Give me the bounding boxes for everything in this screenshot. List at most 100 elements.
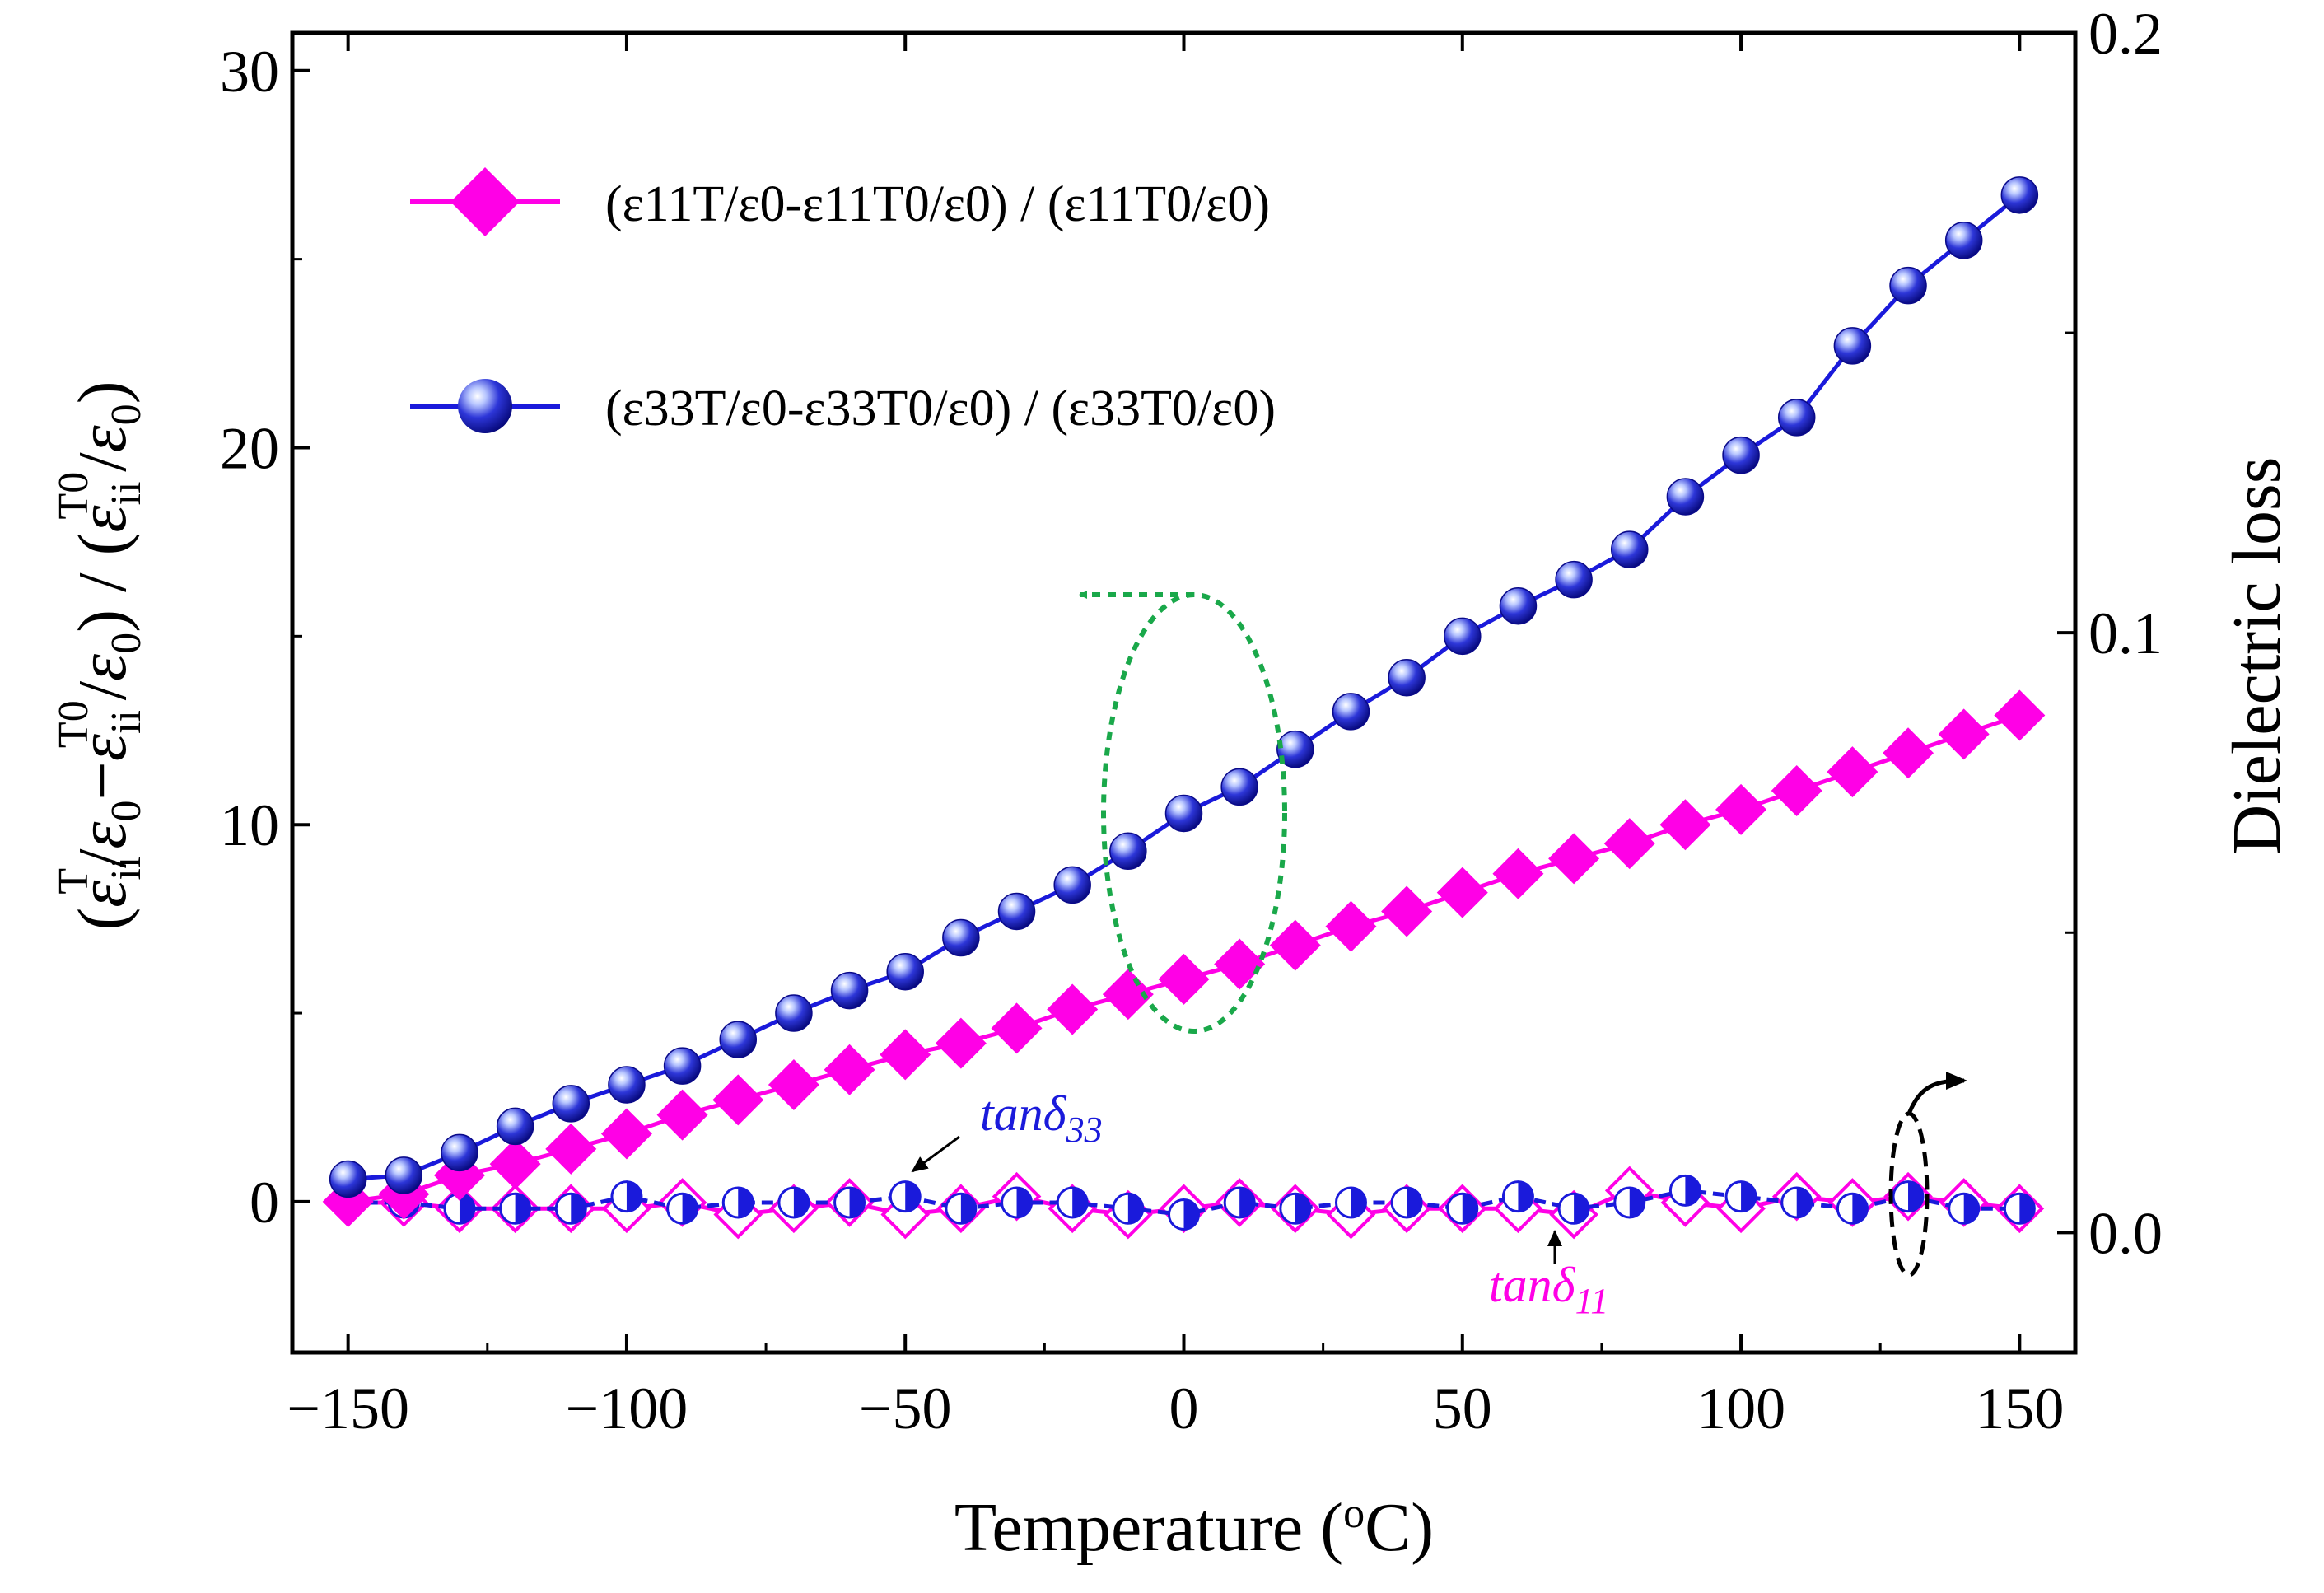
data-point-diamond: [489, 1138, 541, 1190]
left-axis-indicator: [1079, 591, 1287, 1034]
data-point-sphere: [1833, 327, 1872, 365]
data-point-diamond: [1548, 833, 1600, 885]
y-left-tick-label: 30: [220, 39, 279, 105]
data-point-half-fill: [682, 1194, 698, 1224]
data-point-diamond: [991, 1002, 1043, 1054]
data-point-diamond: [1269, 919, 1321, 971]
data-point-half-fill: [1072, 1187, 1088, 1217]
data-point-sphere: [608, 1066, 646, 1104]
data-point-sphere: [385, 1156, 423, 1194]
series-layer: [322, 176, 2046, 1240]
data-point-half-fill: [738, 1187, 754, 1217]
legend-label-e33: (ε33T/ε0-ε33T0/ε0) / (ε33T0/ε0): [605, 381, 1276, 437]
legend-marker-sphere: [458, 379, 512, 433]
data-point-diamond: [1381, 885, 1433, 937]
data-point-half-fill: [1852, 1194, 1868, 1224]
data-point-sphere: [441, 1133, 478, 1172]
data-point-diamond: [768, 1059, 819, 1111]
data-point-sphere: [1332, 693, 1370, 731]
data-point-half-fill: [2019, 1194, 2035, 1224]
legend-label-e11: (ε11T/ε0-ε11T0/ε0) / (ε11T0/ε0): [605, 176, 1270, 232]
data-point-diamond: [1771, 765, 1822, 817]
data-point-sphere: [830, 971, 869, 1010]
data-point-sphere: [1555, 560, 1593, 599]
data-point-sphere: [997, 892, 1036, 931]
data-point-half-fill: [1295, 1194, 1310, 1224]
data-point-sphere: [1109, 832, 1147, 870]
data-point-half-fill: [459, 1194, 474, 1224]
data-point-half-fill: [1574, 1194, 1589, 1224]
data-point-diamond: [1214, 938, 1266, 990]
data-point-half-fill: [905, 1181, 921, 1212]
data-point-diamond: [600, 1108, 652, 1160]
data-point-diamond: [1938, 708, 1990, 760]
data-point-sphere: [1220, 768, 1258, 806]
y-right-tick-label: 0.0: [2088, 1200, 2163, 1266]
data-point-diamond: [1047, 983, 1099, 1035]
y-left-tick-label: 20: [220, 415, 279, 481]
x-axis-title: Temperature (oC): [954, 1489, 1434, 1566]
x-tick-label: 100: [1696, 1376, 1785, 1441]
data-point-half-fill: [1963, 1194, 1979, 1224]
data-point-diamond: [1325, 900, 1377, 952]
legend: (ε11T/ε0-ε11T0/ε0) / (ε11T0/ε0) (ε33T/ε0…: [410, 167, 1276, 437]
svg-text:tanδ33: tanδ33: [980, 1086, 1103, 1150]
data-point-sphere: [775, 994, 813, 1032]
data-point-sphere: [1777, 399, 1816, 437]
y-left-tick-label: 0: [250, 1170, 279, 1236]
data-point-half-fill: [1239, 1187, 1255, 1217]
data-point-half-fill: [571, 1194, 586, 1224]
series-3: [332, 1174, 2036, 1231]
data-point-sphere: [1499, 586, 1538, 625]
x-tick-label: −150: [287, 1376, 409, 1441]
data-point-diamond: [1715, 783, 1767, 835]
data-point-half-fill: [1351, 1187, 1366, 1217]
legend-item-e11: (ε11T/ε0-ε11T0/ε0) / (ε11T0/ε0): [410, 167, 1270, 236]
data-point-sphere: [1444, 617, 1482, 656]
right-axis-indicator: [1888, 1072, 1967, 1278]
svg-text:(εiiT/ε0−εiiT0/ε0) / (εiiT0/ε0: (εiiT/ε0−εiiT0/ε0) / (εiiT0/ε0): [50, 381, 150, 930]
x-tick-label: −50: [859, 1376, 952, 1441]
data-point-sphere: [1164, 794, 1203, 833]
data-point-half-fill: [1183, 1199, 1199, 1230]
svg-text:tanδ11: tanδ11: [1489, 1258, 1608, 1321]
legend-item-e33: (ε33T/ε0-ε33T0/ε0) / (ε33T0/ε0): [410, 379, 1276, 437]
data-point-diamond: [935, 1017, 987, 1069]
data-point-sphere: [1722, 436, 1760, 474]
data-point-half-fill: [1518, 1181, 1533, 1212]
data-point-sphere: [1944, 221, 1983, 259]
data-point-half-fill: [1462, 1194, 1477, 1224]
data-point-diamond: [880, 1029, 931, 1081]
data-point-sphere: [719, 1021, 757, 1058]
x-tick-label: 150: [1975, 1376, 2064, 1441]
data-point-sphere: [1388, 658, 1426, 697]
data-point-sphere: [663, 1047, 702, 1085]
data-point-half-fill: [793, 1187, 809, 1217]
data-point-diamond: [1158, 953, 1210, 1005]
series-0: [322, 689, 2046, 1227]
y-left-tick-label: 10: [220, 792, 279, 858]
data-point-half-fill: [1407, 1187, 1422, 1217]
data-point-diamond: [1827, 746, 1878, 798]
x-tick-label: −100: [566, 1376, 688, 1441]
x-tick-label: 50: [1433, 1376, 1492, 1441]
y-right-tick-label: 0.1: [2088, 600, 2163, 666]
data-point-half-fill: [1796, 1187, 1812, 1217]
data-point-diamond: [1994, 689, 2046, 741]
y-right-tick-label: 0.2: [2088, 1, 2163, 67]
data-point-sphere: [1889, 266, 1927, 305]
data-point-half-fill: [1741, 1181, 1757, 1212]
data-point-diamond: [1436, 867, 1488, 918]
data-point-diamond: [1659, 799, 1711, 851]
data-point-sphere: [496, 1107, 534, 1146]
data-point-diamond: [656, 1089, 708, 1141]
annotation-tan11: tanδ11: [1489, 1230, 1608, 1321]
data-point-half-fill: [960, 1194, 976, 1224]
data-point-sphere: [1666, 478, 1705, 516]
data-point-half-fill: [626, 1181, 642, 1212]
data-point-diamond: [1102, 969, 1154, 1021]
data-point-sphere: [552, 1085, 590, 1123]
data-point-sphere: [886, 952, 924, 991]
right-axis-title: Dielectric loss: [2219, 457, 2295, 855]
